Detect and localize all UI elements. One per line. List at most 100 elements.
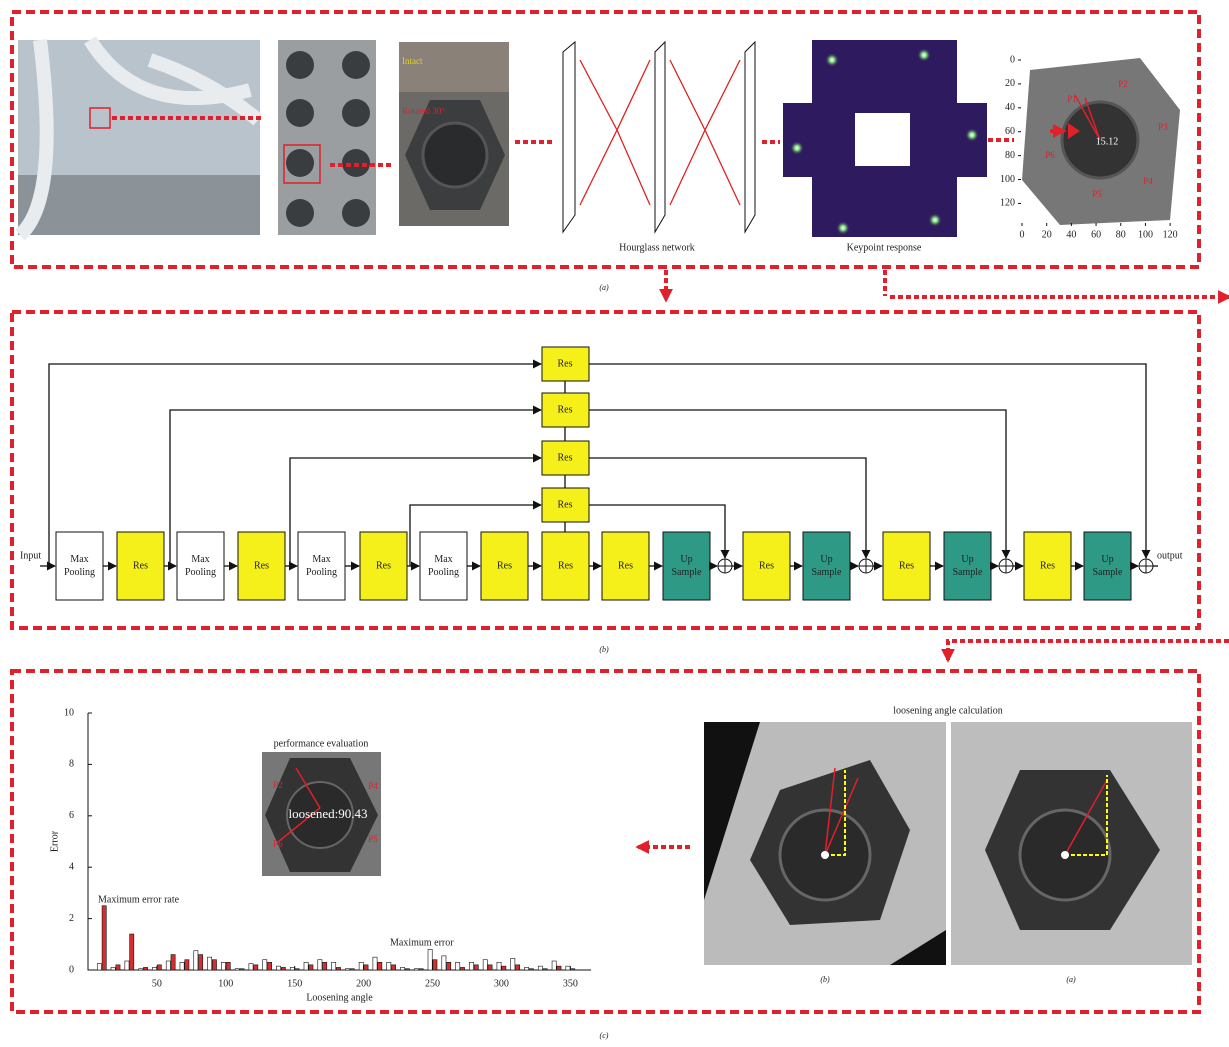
bar bbox=[263, 960, 267, 970]
node-label: Res bbox=[558, 499, 573, 510]
y-tick-label: 4 bbox=[69, 861, 74, 872]
bar bbox=[511, 958, 515, 970]
bar bbox=[571, 969, 575, 970]
node-label: Res bbox=[899, 560, 914, 571]
keypoint-label: P4 bbox=[1143, 176, 1153, 186]
bar bbox=[400, 967, 404, 970]
keypoint-label: P6 bbox=[273, 839, 283, 849]
bar bbox=[474, 965, 478, 970]
bar bbox=[566, 966, 570, 970]
node-label: Sample bbox=[812, 567, 843, 578]
node-label: Max bbox=[434, 554, 452, 565]
bar bbox=[116, 965, 120, 970]
node-label: Res bbox=[618, 560, 633, 571]
bar bbox=[543, 969, 547, 970]
bar bbox=[226, 962, 230, 970]
node-label: Res bbox=[558, 560, 573, 571]
x-tick-label: 80 bbox=[1116, 229, 1126, 240]
y-tick-label: 2 bbox=[69, 913, 74, 924]
y-tick-label: 100 bbox=[1000, 174, 1015, 185]
bar bbox=[249, 964, 253, 970]
bar bbox=[309, 965, 313, 970]
bar bbox=[267, 962, 271, 970]
bridge-photo bbox=[18, 40, 260, 235]
x-tick-label: 0 bbox=[1020, 229, 1025, 240]
bar bbox=[171, 955, 175, 970]
input-label: Input bbox=[20, 550, 41, 561]
x-tick-label: 350 bbox=[563, 978, 578, 989]
bar bbox=[336, 967, 340, 970]
keypoint-label: P5 bbox=[1092, 189, 1102, 199]
x-tick-label: 250 bbox=[425, 978, 440, 989]
x-tick-label: 40 bbox=[1066, 229, 1076, 240]
bar bbox=[323, 962, 327, 970]
bar bbox=[419, 969, 423, 970]
response-label: Keypoint response bbox=[847, 242, 922, 253]
bar bbox=[130, 934, 134, 970]
node-label: Sample bbox=[672, 567, 703, 578]
node-label: Res bbox=[558, 404, 573, 415]
node-label: Res bbox=[1040, 560, 1055, 571]
node-label: Sample bbox=[953, 567, 984, 578]
bar bbox=[111, 967, 115, 970]
bar bbox=[180, 962, 184, 970]
node-label: Up bbox=[820, 554, 832, 565]
photo-label: Rotated 30° bbox=[402, 106, 445, 116]
bar bbox=[194, 951, 198, 970]
link bbox=[948, 641, 1229, 660]
bar bbox=[538, 966, 542, 970]
hourglass bbox=[563, 42, 755, 232]
node-label: Max bbox=[312, 554, 330, 565]
bar bbox=[456, 962, 460, 970]
network-label: Hourglass network bbox=[619, 242, 695, 253]
figure: IntactRotated 30°Hourglass networkKeypoi… bbox=[0, 0, 1229, 1047]
node-label: Max bbox=[191, 554, 209, 565]
angle-label: 15.12 bbox=[1096, 136, 1119, 147]
bar bbox=[469, 962, 473, 970]
x-tick-label: 100 bbox=[218, 978, 233, 989]
bar bbox=[524, 967, 528, 970]
bar bbox=[442, 956, 446, 970]
bar bbox=[373, 957, 377, 970]
bar bbox=[318, 960, 322, 970]
y-tick-label: 40 bbox=[1005, 102, 1015, 113]
y-axis-label: Error bbox=[49, 830, 60, 852]
bar bbox=[102, 906, 106, 970]
photo-caption: (b) bbox=[820, 975, 830, 984]
bar bbox=[364, 965, 368, 970]
bar bbox=[529, 969, 533, 970]
node-label: Res bbox=[759, 560, 774, 571]
keypoint-label: P2 bbox=[1118, 79, 1128, 89]
y-tick-label: 120 bbox=[1000, 198, 1015, 209]
bar bbox=[157, 965, 161, 970]
y-tick-label: 60 bbox=[1005, 126, 1015, 137]
bar bbox=[276, 966, 280, 970]
bar bbox=[254, 965, 258, 970]
keypoint-label: P6 bbox=[1045, 150, 1055, 160]
caption: (b) bbox=[599, 645, 609, 654]
output-label: output bbox=[1157, 550, 1183, 561]
y-tick-label: 0 bbox=[1010, 54, 1015, 65]
bar bbox=[345, 969, 349, 970]
x-tick-label: 60 bbox=[1091, 229, 1101, 240]
bar bbox=[557, 966, 561, 970]
node-label: Sample bbox=[1093, 567, 1124, 578]
bar bbox=[428, 949, 432, 970]
annotation: Maximum error bbox=[390, 937, 454, 948]
bolt-photo bbox=[278, 40, 376, 235]
node-label: Pooling bbox=[428, 567, 459, 578]
x-tick-label: 300 bbox=[494, 978, 509, 989]
bar bbox=[185, 960, 189, 970]
bar bbox=[552, 961, 556, 970]
node-label: Res bbox=[497, 560, 512, 571]
bar bbox=[139, 969, 143, 970]
bar bbox=[447, 962, 451, 970]
bar bbox=[304, 962, 308, 970]
bar bbox=[199, 955, 203, 970]
node-label: Pooling bbox=[64, 567, 95, 578]
bar bbox=[240, 969, 244, 970]
bar bbox=[235, 969, 239, 970]
bar bbox=[359, 962, 363, 970]
keypoint-label: P2 bbox=[273, 780, 283, 790]
photo-caption: (a) bbox=[1066, 975, 1076, 984]
